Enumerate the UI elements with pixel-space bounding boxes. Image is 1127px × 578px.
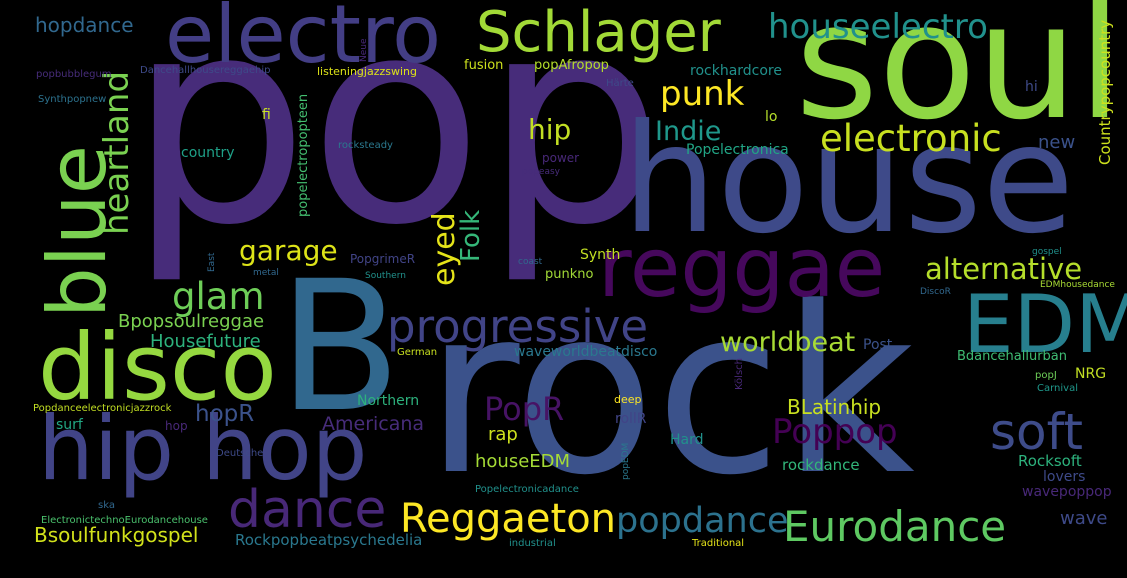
- word-garage: garage: [239, 234, 338, 267]
- word-bsoulfunkgospel: Bsoulfunkgospel: [34, 523, 199, 547]
- word-bdancehallurban: Bdancehallurban: [957, 349, 1067, 364]
- word-glam: glam: [172, 275, 265, 318]
- word-new: new: [1038, 132, 1076, 153]
- word-rockhardcore: rockhardcore: [690, 63, 782, 79]
- word-popj: popJ: [1035, 370, 1057, 381]
- word-deutsche: Deutsche: [216, 448, 264, 459]
- word-eurodance: Eurodance: [783, 502, 1007, 551]
- word-discor: DiscoR: [920, 287, 951, 297]
- word-waveworldbeatdisco: waveworldbeatdisco: [514, 344, 658, 360]
- word-punk: punk: [660, 74, 745, 114]
- word-soul: soul: [795, 0, 1123, 155]
- word-carnival: Carnival: [1037, 383, 1078, 394]
- word-synthpopnew: Synthpopnew: [38, 94, 107, 105]
- word-rocksoft: Rocksoft: [1018, 452, 1082, 470]
- word-gospel: gospel: [1032, 247, 1062, 257]
- word-popelectronicadance: Popelectronicadance: [475, 484, 579, 495]
- word-popdance: popdance: [616, 501, 789, 541]
- word-synth: Synth: [580, 247, 621, 263]
- word-reggae: reggae: [598, 221, 886, 316]
- word-nrg: NRG: [1075, 366, 1107, 382]
- word-lovers: lovers: [1043, 469, 1086, 485]
- word-houseelectro: houseelectro: [768, 7, 988, 47]
- word-industrial: industrial: [509, 538, 556, 549]
- word-metal: metal: [253, 268, 279, 278]
- word-poppop: Poppop: [772, 412, 898, 452]
- word-worldbeat: worldbeat: [720, 327, 856, 358]
- word-reggaeton: Reggaeton: [400, 496, 617, 542]
- word-edm: EDM: [963, 278, 1127, 371]
- word-hopdance: hopdance: [35, 13, 134, 37]
- word-punkno: punkno: [545, 267, 594, 282]
- word-popdanceelectronicjazzrock: Popdanceelectronicjazzrock: [33, 403, 172, 414]
- word-hip: hip: [528, 113, 572, 146]
- word-edmhousedance: EDMhousedance: [1040, 280, 1115, 290]
- word-listeningjazzswing: listeningjazzswing: [317, 65, 417, 78]
- word-coast: coast: [518, 257, 543, 267]
- word-schlager: Schlager: [476, 0, 721, 65]
- word-electronic: electronic: [820, 117, 1002, 160]
- word-pop: pop: [128, 0, 665, 288]
- word-hard: Hard: [670, 432, 704, 448]
- word-popbubblegum: popbubblegum: [36, 69, 112, 80]
- word-blatinhip: BLatinhip: [787, 395, 882, 419]
- word-indie: Indie: [655, 116, 722, 147]
- word-post: Post: [863, 337, 893, 353]
- word-countrypopcountry: Countrypopcountry: [1096, 19, 1114, 165]
- word-east: East: [207, 252, 217, 272]
- word-houseedm: houseEDM: [475, 451, 571, 472]
- word-hi: hi: [1025, 79, 1038, 95]
- word-soft: soft: [990, 403, 1083, 461]
- word-house: house: [622, 93, 1075, 267]
- word-disco: disco: [38, 314, 277, 421]
- word-rockpopbeatpsychedelia: Rockpopbeatpsychedelia: [235, 531, 423, 549]
- word-power: power: [542, 151, 580, 165]
- word-rock: rock: [425, 259, 915, 526]
- word-country: country: [181, 145, 235, 161]
- word-hopr: hopR: [195, 401, 255, 427]
- word-electro: electro: [165, 0, 442, 81]
- word-k-lsch: Kölsch: [734, 357, 745, 390]
- word-lo: lo: [765, 109, 778, 125]
- word-rap: rap: [488, 424, 518, 445]
- word-rockdance: rockdance: [782, 456, 860, 474]
- word-h-rte: Härte: [606, 78, 634, 89]
- word-folk: Folk: [456, 209, 486, 262]
- word-b: B: [278, 243, 402, 452]
- word-popgrimer: PopgrimeR: [350, 252, 416, 266]
- word-dance: dance: [228, 480, 387, 540]
- word-alternative: alternative: [925, 252, 1083, 286]
- word-electronictechnoeurodancehouse: ElectronictechnoEurodancehouse: [41, 515, 208, 526]
- word-traditional: Traditional: [692, 538, 745, 549]
- word-popr: PopR: [484, 390, 565, 428]
- word-dancehallhousereggaehip: Dancehallhousereggaehip: [140, 65, 271, 76]
- word-neue: Neue: [359, 38, 369, 62]
- word-fi: fi: [262, 107, 271, 123]
- word-deep: deep: [614, 393, 642, 406]
- word-popeasy: popeasy: [522, 167, 560, 177]
- word-americana: Americana: [322, 413, 425, 435]
- word-ska: ska: [98, 500, 115, 511]
- word-fusion: fusion: [464, 58, 504, 73]
- word-housefuture: Housefuture: [150, 331, 261, 352]
- word-popedm: popEDM: [621, 442, 631, 480]
- word-bpopsoulreggae: Bpopsoulreggae: [118, 311, 265, 332]
- word-popelectronica: Popelectronica: [686, 142, 789, 158]
- word-hop: hop: [165, 419, 188, 433]
- word-hip-hop: hip hop: [38, 397, 368, 500]
- word-wave: wave: [1060, 508, 1108, 529]
- word-rocksteady: rocksteady: [338, 140, 393, 151]
- word-progressive: progressive: [387, 300, 649, 353]
- word-surf: surf: [56, 417, 83, 433]
- word-rollr: rollR: [615, 411, 647, 427]
- word-popelectropopteen: popelectropopteen: [296, 93, 311, 217]
- word-popafropop: popAfropop: [534, 58, 609, 73]
- word-northern: Northern: [357, 393, 420, 409]
- word-wavepoppop: wavepoppop: [1022, 484, 1112, 500]
- word-southern: Southern: [365, 271, 406, 281]
- word-german: German: [397, 347, 438, 358]
